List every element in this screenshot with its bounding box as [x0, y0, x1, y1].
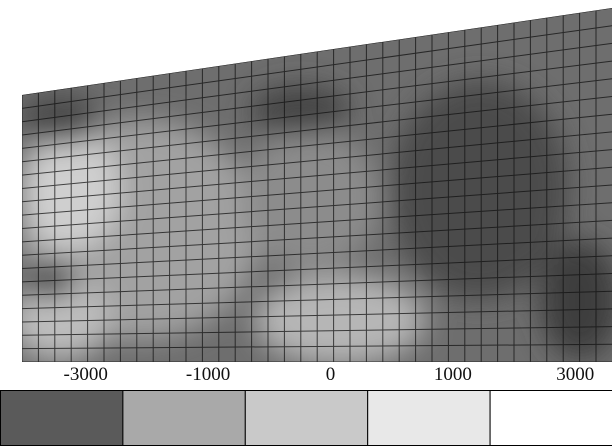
colorbar-swatch	[245, 391, 367, 446]
colorbar-label: 1000	[434, 364, 472, 385]
figure: -3000 -1000 0 1000 3000	[0, 0, 612, 446]
colorbar-label: 3000	[556, 364, 594, 385]
colorbar-swatch	[368, 391, 490, 446]
colorbar-swatch	[1, 391, 123, 446]
colorbar: -3000 -1000 0 1000 3000	[1, 364, 612, 446]
colorbar-swatch	[490, 391, 612, 446]
colorbar-label: -3000	[64, 364, 108, 385]
colorbar-label: -1000	[186, 364, 230, 385]
colorbar-swatch	[123, 391, 245, 446]
colorbar-label: 0	[326, 364, 336, 385]
contour-field	[0, 0, 612, 370]
